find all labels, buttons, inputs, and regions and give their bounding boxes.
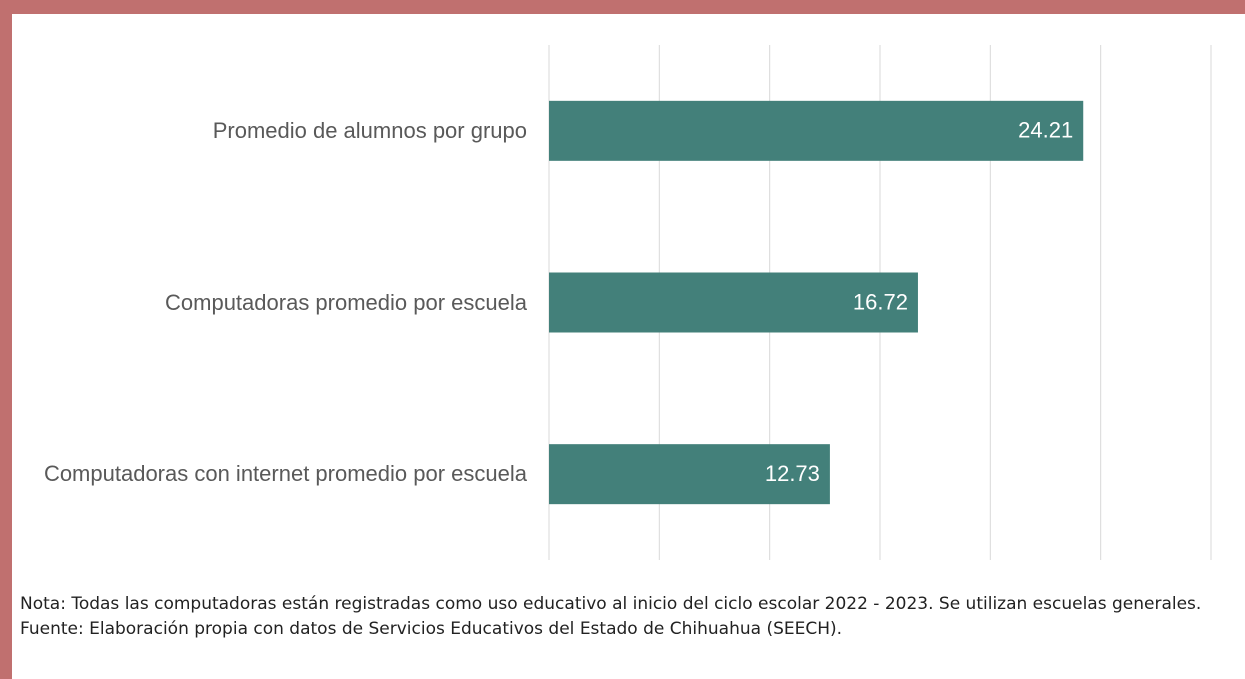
- bar: [549, 100, 1084, 161]
- category-label: Computadoras promedio por escuela: [165, 289, 527, 315]
- chart: 24.21 16.72 12.73: [548, 45, 1212, 560]
- category-label-wrap: Computadoras promedio por escuela: [165, 268, 527, 338]
- category-label-wrap: Computadoras con internet promedio por e…: [44, 439, 527, 509]
- value-label: 24.21: [1018, 118, 1073, 143]
- category-label: Computadoras con internet promedio por e…: [43, 461, 527, 487]
- source: Fuente: Elaboración propia con datos de …: [20, 619, 843, 639]
- category-label-wrap: Promedio de alumnos por grupo: [213, 96, 527, 166]
- frame-top: [0, 0, 1245, 14]
- category-label: Promedio de alumnos por grupo: [212, 117, 527, 143]
- value-label: 12.73: [765, 461, 820, 486]
- notes: Nota: Todas las computadoras están regis…: [20, 592, 1240, 642]
- bar: [549, 444, 830, 505]
- frame-left: [0, 0, 12, 679]
- value-label: 16.72: [853, 289, 908, 314]
- note: Nota: Todas las computadoras están regis…: [20, 594, 1202, 614]
- bar: [549, 272, 918, 333]
